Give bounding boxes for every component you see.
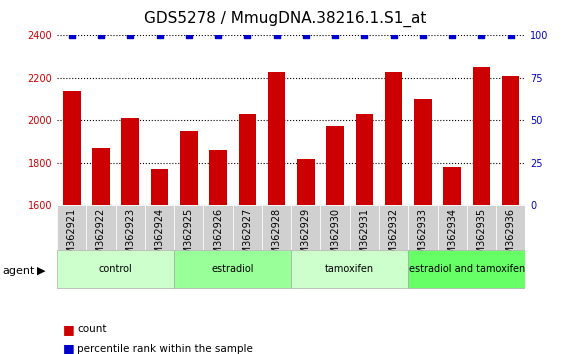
Text: GSM362931: GSM362931 (359, 207, 369, 267)
Point (448, 33, 457, 38)
FancyBboxPatch shape (320, 205, 349, 250)
Bar (473, 67, 490, 354)
FancyBboxPatch shape (145, 205, 174, 250)
FancyBboxPatch shape (57, 205, 86, 250)
Text: tamoxifen: tamoxifen (325, 264, 375, 274)
Bar (180, 131, 198, 354)
Text: GSM362927: GSM362927 (242, 207, 252, 267)
Text: agent: agent (3, 266, 35, 276)
Point (67, 33, 77, 38)
FancyBboxPatch shape (291, 250, 408, 288)
Point (477, 33, 486, 38)
Text: ■: ■ (63, 323, 75, 336)
Bar (385, 72, 403, 354)
Text: GSM362935: GSM362935 (476, 207, 486, 267)
Point (184, 33, 194, 38)
FancyBboxPatch shape (57, 250, 174, 288)
Text: count: count (77, 324, 107, 334)
Text: GSM362932: GSM362932 (389, 207, 399, 267)
FancyBboxPatch shape (262, 205, 291, 250)
Text: ■: ■ (63, 342, 75, 354)
Bar (239, 114, 256, 354)
Text: GSM362926: GSM362926 (213, 207, 223, 267)
Point (419, 33, 428, 38)
Point (214, 33, 223, 38)
Point (331, 33, 340, 38)
Point (243, 33, 252, 38)
Bar (209, 150, 227, 354)
Point (360, 33, 369, 38)
Bar (502, 76, 520, 354)
FancyBboxPatch shape (408, 250, 525, 288)
FancyBboxPatch shape (349, 205, 379, 250)
FancyBboxPatch shape (174, 250, 291, 288)
Text: GSM362934: GSM362934 (447, 207, 457, 267)
Bar (297, 159, 315, 354)
Bar (443, 167, 461, 354)
FancyBboxPatch shape (379, 205, 408, 250)
Point (272, 33, 281, 38)
FancyBboxPatch shape (437, 205, 467, 250)
Bar (356, 114, 373, 354)
Text: percentile rank within the sample: percentile rank within the sample (77, 344, 253, 354)
Point (126, 33, 135, 38)
FancyBboxPatch shape (233, 205, 262, 250)
Point (155, 33, 164, 38)
FancyBboxPatch shape (115, 205, 145, 250)
Text: GSM362933: GSM362933 (418, 207, 428, 267)
FancyBboxPatch shape (86, 205, 115, 250)
Point (96, 33, 106, 38)
Text: ▶: ▶ (37, 266, 46, 276)
Text: GSM362921: GSM362921 (67, 207, 77, 267)
Text: GSM362923: GSM362923 (125, 207, 135, 267)
Bar (63, 91, 81, 354)
FancyBboxPatch shape (203, 205, 233, 250)
Bar (326, 126, 344, 354)
Bar (268, 72, 286, 354)
Bar (93, 148, 110, 354)
Text: GSM362928: GSM362928 (272, 207, 282, 267)
FancyBboxPatch shape (467, 205, 496, 250)
Point (506, 33, 515, 38)
Bar (151, 169, 168, 354)
Text: GSM362929: GSM362929 (301, 207, 311, 267)
Text: GSM362936: GSM362936 (506, 207, 516, 267)
Text: GSM362924: GSM362924 (155, 207, 164, 267)
Bar (122, 118, 139, 354)
Point (301, 33, 311, 38)
FancyBboxPatch shape (291, 205, 320, 250)
Text: GSM362930: GSM362930 (330, 207, 340, 267)
Bar (414, 99, 432, 354)
Text: GDS5278 / MmugDNA.38216.1.S1_at: GDS5278 / MmugDNA.38216.1.S1_at (144, 11, 427, 27)
Point (389, 33, 398, 38)
FancyBboxPatch shape (174, 205, 203, 250)
Text: control: control (99, 264, 132, 274)
Text: estradiol: estradiol (211, 264, 254, 274)
FancyBboxPatch shape (408, 205, 437, 250)
Text: GSM362922: GSM362922 (96, 207, 106, 267)
Text: estradiol and tamoxifen: estradiol and tamoxifen (409, 264, 525, 274)
FancyBboxPatch shape (496, 205, 525, 250)
Text: GSM362925: GSM362925 (184, 207, 194, 267)
